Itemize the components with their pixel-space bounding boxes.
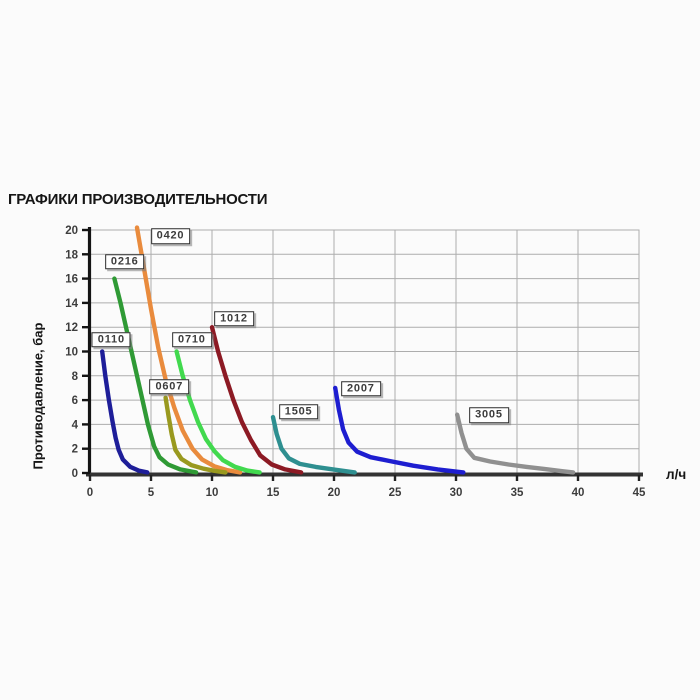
curve-0710	[174, 349, 262, 475]
y-tick-label-14: 14	[65, 298, 78, 310]
curve-0420	[134, 225, 243, 475]
series-label-1505: 1505	[278, 403, 319, 420]
x-tick-label-40: 40	[572, 487, 585, 499]
x-tick-label-15: 15	[267, 487, 280, 499]
x-tick-label-5: 5	[148, 487, 155, 499]
x-tick-label-20: 20	[328, 487, 341, 499]
x-tick-label-10: 10	[206, 487, 219, 499]
y-tick-label-2: 2	[72, 444, 78, 456]
y-tick-label-16: 16	[65, 274, 78, 286]
x-tick-label-45: 45	[633, 487, 646, 499]
series-label-3005: 3005	[469, 407, 509, 424]
y-tick-label-4: 4	[72, 419, 79, 431]
y-tick-label-0: 0	[72, 468, 78, 480]
x-tick-label-0: 0	[87, 487, 93, 499]
curve-0607	[163, 395, 228, 475]
curve-0216	[112, 276, 199, 475]
y-tick-label-10: 10	[65, 347, 78, 359]
y-tick-label-6: 6	[72, 395, 78, 407]
x-axis-unit-label: л/ч	[666, 467, 687, 482]
y-tick-label-12: 12	[65, 322, 78, 334]
x-tick-label-35: 35	[511, 487, 524, 499]
y-tick-label-20: 20	[65, 225, 78, 237]
series-label-2007: 2007	[340, 380, 381, 397]
x-tick-label-25: 25	[389, 487, 402, 499]
x-tick-label-30: 30	[450, 487, 463, 499]
y-tick-label-8: 8	[72, 371, 79, 383]
curve-1505	[270, 414, 357, 475]
series-label-0420: 0420	[150, 228, 191, 244]
curve-0110	[99, 349, 150, 475]
series-label-0216: 0216	[104, 253, 145, 270]
series-label-1012: 1012	[214, 310, 254, 327]
series-label-0607: 0607	[149, 378, 190, 395]
curve-2007	[333, 385, 466, 475]
chart-title: ГРАФИКИ ПРОИЗВОДИТЕЛЬНОСТИ	[8, 191, 268, 208]
curve-1012	[209, 325, 304, 475]
series-label-0710: 0710	[172, 332, 212, 348]
curve-3005	[455, 412, 576, 475]
series-label-0110: 0110	[91, 332, 131, 348]
y-tick-label-18: 18	[65, 249, 78, 261]
